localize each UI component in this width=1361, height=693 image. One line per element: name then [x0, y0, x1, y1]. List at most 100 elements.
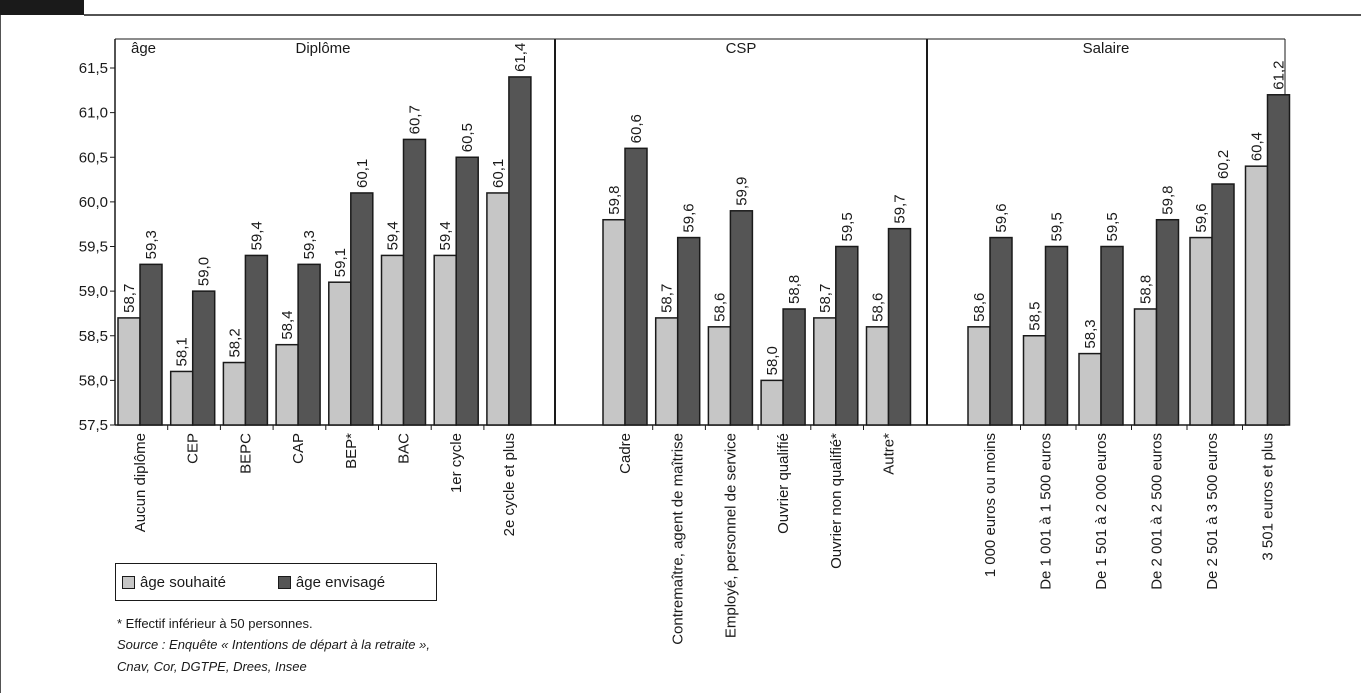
category-label: De 1 501 à 2 000 euros — [1093, 433, 1110, 590]
data-label: 58,6 — [870, 293, 887, 322]
bar-souhaite — [1133, 308, 1158, 426]
bar-envisage — [139, 263, 163, 426]
legend: âge souhaité âge envisagé — [115, 563, 437, 601]
bar-envisage — [350, 192, 374, 426]
data-label: 59,6 — [681, 203, 698, 232]
data-label: 60,5 — [459, 123, 476, 152]
group-title-diplome: Diplôme — [295, 40, 350, 57]
category-label: BAC — [396, 433, 413, 464]
bar-souhaite — [602, 218, 626, 426]
category-label: Contremaître, agent de maîtrise — [670, 433, 687, 645]
category-label: Ouvrier non qualifié* — [828, 433, 845, 569]
bar-envisage — [244, 254, 269, 426]
bar-souhaite — [380, 254, 405, 426]
bar-envisage — [1100, 245, 1124, 426]
category-label: Employé, personnel de service — [722, 433, 739, 638]
data-label: 59,6 — [993, 203, 1010, 232]
data-label: 59,5 — [1104, 212, 1121, 241]
legend-item-souhaite: âge souhaité — [122, 574, 226, 591]
y-tick-label: 57,5 — [79, 417, 108, 434]
category-label: BEPC — [237, 433, 254, 474]
bar-envisage — [297, 263, 321, 426]
category-label: 3 501 euros et plus — [1260, 433, 1277, 561]
data-label: 59,9 — [733, 177, 750, 206]
y-tick-label: 58,0 — [79, 372, 108, 389]
data-label: 58,7 — [121, 284, 138, 313]
bar-envisage — [1266, 94, 1291, 426]
y-axis-label: âge — [131, 40, 156, 57]
data-label: 59,1 — [332, 248, 349, 277]
data-label: 60,7 — [407, 105, 424, 134]
data-label: 58,5 — [1027, 302, 1044, 331]
category-label: De 2 501 à 3 500 euros — [1204, 433, 1221, 590]
bar-envisage — [1155, 218, 1180, 426]
bar-envisage — [624, 147, 648, 426]
legend-label-envisage: âge envisagé — [295, 573, 386, 591]
bar-souhaite — [1078, 352, 1102, 426]
category-label: Ouvrier qualifié — [775, 433, 792, 534]
data-label: 59,5 — [839, 212, 856, 241]
bar-souhaite — [433, 254, 457, 426]
data-label: 59,8 — [1160, 186, 1177, 215]
data-label: 58,7 — [659, 284, 676, 313]
data-label: 58,4 — [279, 310, 296, 339]
bar-souhaite — [707, 326, 732, 426]
bar-envisage — [676, 236, 701, 426]
bar-souhaite — [967, 326, 991, 426]
data-label: 61,4 — [512, 43, 529, 72]
legend-item-envisage: âge envisagé — [277, 573, 386, 591]
data-label: 58,6 — [711, 293, 728, 322]
bar-souhaite — [1022, 335, 1047, 426]
category-label: De 2 001 à 2 500 euros — [1149, 433, 1166, 590]
bar-souhaite — [328, 281, 352, 426]
bar-souhaite — [117, 317, 141, 426]
footnote-source-1: Source : Enquête « Intentions de départ … — [117, 637, 430, 652]
data-label: 59,3 — [143, 230, 160, 259]
data-label: 58,3 — [1082, 319, 1099, 348]
group-title-csp: CSP — [726, 40, 757, 57]
data-label: 58,1 — [174, 337, 191, 366]
data-label: 59,4 — [385, 221, 402, 250]
legend-label-souhaite: âge souhaité — [140, 573, 226, 591]
data-label: 60,6 — [628, 114, 645, 143]
bar-envisage — [191, 290, 216, 426]
category-label: 1 000 euros ou moins — [982, 433, 999, 577]
bar-envisage — [887, 227, 912, 426]
category-label: CEP — [185, 433, 202, 464]
bar-souhaite — [1244, 165, 1269, 426]
data-label: 60,2 — [1215, 150, 1232, 179]
legend-swatch-envisage — [277, 575, 291, 589]
bar-envisage — [508, 76, 532, 426]
data-label: 59,0 — [196, 257, 213, 286]
y-tick-label: 61,0 — [79, 105, 108, 122]
bar-souhaite — [865, 326, 890, 426]
data-label: 58,0 — [764, 346, 781, 375]
data-label: 58,2 — [226, 328, 243, 357]
bar-envisage — [455, 156, 479, 426]
y-tick-label: 59,0 — [79, 283, 108, 300]
data-label: 59,4 — [248, 221, 265, 250]
data-label: 59,7 — [892, 194, 909, 223]
footnote-source-2: Cnav, Cor, DGTPE, Drees, Insee — [117, 659, 307, 674]
bar-envisage — [1211, 183, 1235, 426]
bar-souhaite — [169, 370, 194, 426]
data-label: 60,1 — [354, 159, 371, 188]
group-title-salaire: Salaire — [1083, 40, 1130, 57]
bar-souhaite — [813, 317, 837, 426]
bar-souhaite — [654, 317, 679, 426]
data-label: 59,8 — [606, 186, 623, 215]
footnote-effectif: * Effectif inférieur à 50 personnes. — [117, 616, 313, 631]
y-tick-label: 60,0 — [79, 194, 108, 211]
y-tick-label: 58,5 — [79, 328, 108, 345]
bar-envisage — [402, 138, 427, 426]
data-label: 58,6 — [971, 293, 988, 322]
data-label: 59,6 — [1193, 203, 1210, 232]
bar-souhaite — [275, 343, 299, 426]
y-tick-label: 60,5 — [79, 149, 108, 166]
bar-envisage — [1044, 245, 1069, 426]
category-label: BEP* — [343, 433, 360, 469]
data-label: 58,7 — [817, 284, 834, 313]
bar-souhaite — [1189, 236, 1213, 426]
data-label: 60,1 — [490, 159, 507, 188]
